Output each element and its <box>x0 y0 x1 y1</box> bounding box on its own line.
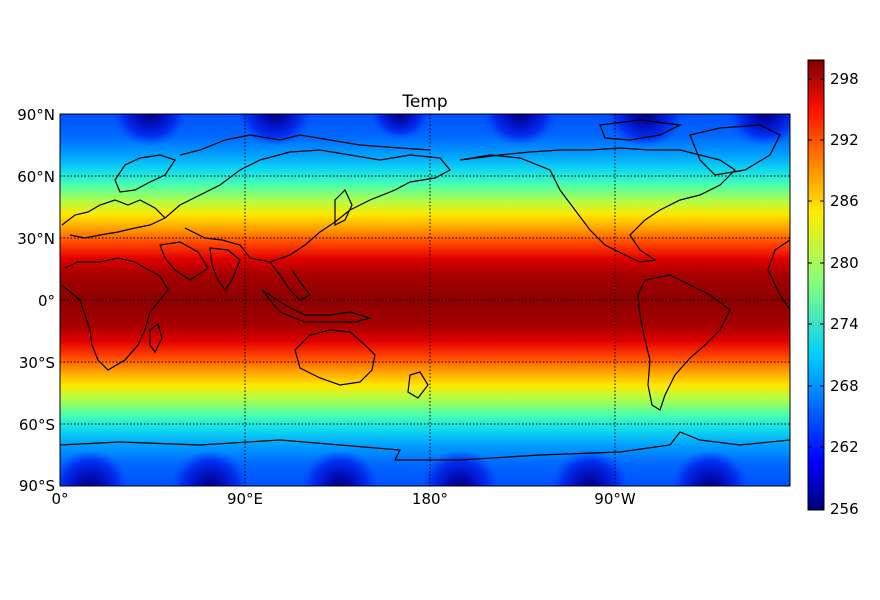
colorbar-label: 280 <box>830 254 859 272</box>
colorbar-label: 268 <box>830 377 859 395</box>
colorbar-gradient <box>807 59 825 511</box>
coastline-japan <box>334 188 353 226</box>
coastline-canadian-arctic <box>599 119 683 141</box>
lon-label: 0° <box>51 490 68 508</box>
polar-cold-lobes <box>60 114 790 486</box>
lat-label: 30°S <box>19 354 55 372</box>
latitude-labels: 90°N 60°N 30°N 0° 30°S 60°S 90°S <box>17 106 55 495</box>
coastline-africa-east <box>767 239 790 311</box>
lat-label: 60°N <box>17 168 55 186</box>
coastline-asia <box>164 149 451 263</box>
coastlines <box>60 119 790 461</box>
graticule <box>60 114 790 486</box>
coastline-greenland <box>689 124 781 176</box>
coastline-indonesia <box>261 289 373 323</box>
lat-label: 60°S <box>19 416 55 434</box>
coastline-north-america <box>459 147 736 263</box>
colorbar-label: 256 <box>830 500 859 518</box>
coastline-siberia-north <box>179 134 431 156</box>
map-title: Temp <box>401 92 447 112</box>
coastline-arabia <box>159 241 209 281</box>
colorbar-label: 298 <box>830 70 859 88</box>
colorbar-label: 292 <box>830 131 859 149</box>
longitude-labels: 0° 90°E 180° 90°W <box>51 490 635 508</box>
map-plot-area <box>60 114 790 486</box>
coastline-scandinavia <box>114 154 176 193</box>
lon-label: 180° <box>412 490 448 508</box>
coastline-southeast-asia <box>269 261 311 301</box>
map-frame <box>59 113 791 487</box>
coastline-south-america <box>637 274 731 411</box>
colorbar-ticks <box>808 78 824 510</box>
coastline-africa <box>61 257 169 371</box>
coastline-new-zealand <box>407 371 429 399</box>
colorbar-label: 286 <box>830 192 859 210</box>
colorbar-label: 262 <box>830 438 859 456</box>
lon-label: 90°W <box>594 490 636 508</box>
lat-label: 0° <box>38 292 55 310</box>
coastline-australia <box>294 329 376 386</box>
lat-label: 90°S <box>19 477 55 495</box>
colorbar-labels: 298 292 286 280 274 268 262 256 <box>830 70 859 518</box>
colorbar: 298 292 286 280 274 268 262 256 <box>807 59 859 518</box>
lat-label: 90°N <box>17 106 55 124</box>
coastline-madagascar <box>149 322 163 354</box>
colorbar-label: 274 <box>830 315 859 333</box>
lat-label: 30°N <box>17 230 55 248</box>
coastline-india <box>209 247 241 292</box>
coastline-europe <box>61 199 167 239</box>
coastline-antarctica <box>60 431 790 461</box>
lon-label: 90°E <box>227 490 263 508</box>
